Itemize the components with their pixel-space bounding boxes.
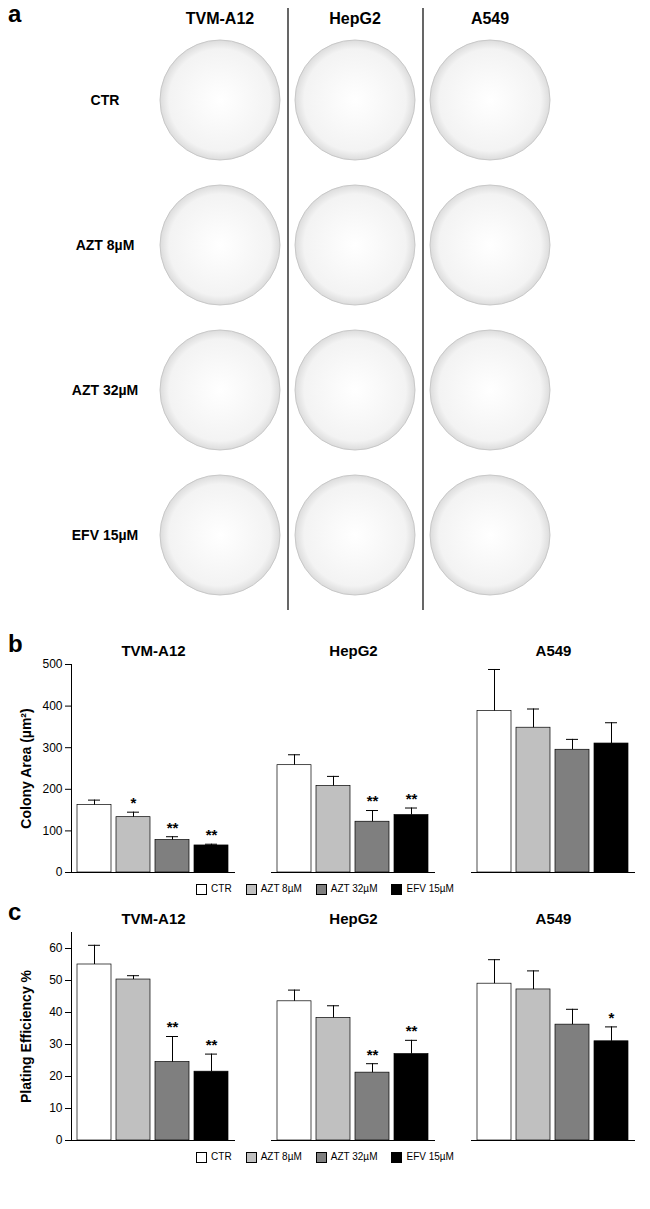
svg-text:HepG2: HepG2 [329,642,377,659]
html-text:c: c [8,898,22,925]
html-text:CTR: CTR [211,1151,232,1163]
svg-text:**: ** [367,1046,379,1063]
svg-text:**: ** [406,790,418,807]
svg-text:**: ** [167,819,179,836]
html-text:AZT 32µM: AZT 32µM [330,883,378,895]
svg-text:HepG2: HepG2 [329,910,377,927]
svg-text:TVM-A12: TVM-A12 [121,642,185,659]
svg-text:0: 0 [56,865,63,879]
svg-text:*: * [609,1009,615,1026]
html-text:CTR: CTR [211,883,232,895]
svg-text:50: 50 [49,973,63,987]
svg-text:*: * [131,794,137,811]
svg-text:**: ** [406,1022,418,1039]
svg-text:HepG2: HepG2 [329,10,381,27]
svg-text:a: a [8,0,22,27]
svg-text:A549: A549 [536,642,572,659]
svg-text:A549: A549 [471,10,509,27]
svg-text:0: 0 [56,1133,63,1147]
svg-text:EFV 15µM: EFV 15µM [72,527,138,543]
svg-text:Colony Area (µm²): Colony Area (µm²) [18,708,34,828]
svg-text:30: 30 [49,1037,63,1051]
html-text:EFV 15µM: EFV 15µM [406,1151,454,1163]
svg-text:60: 60 [49,941,63,955]
svg-text:**: ** [167,1018,179,1035]
html-text:AZT 32µM: AZT 32µM [330,1151,378,1163]
html-text:AZT 8µM: AZT 8µM [260,1151,302,1163]
svg-text:CTR: CTR [91,92,120,108]
svg-text:**: ** [206,826,218,843]
html-text:AZT 8µM: AZT 8µM [260,883,302,895]
svg-text:100: 100 [42,824,62,838]
svg-text:40: 40 [49,1005,63,1019]
svg-text:300: 300 [42,741,62,755]
svg-text:Plating Efficiency %: Plating Efficiency % [18,969,34,1103]
svg-text:20: 20 [49,1069,63,1083]
svg-text:TVM-A12: TVM-A12 [121,910,185,927]
svg-text:A549: A549 [536,910,572,927]
svg-text:AZT 8µM: AZT 8µM [76,237,135,253]
svg-text:500: 500 [42,657,62,671]
svg-text:10: 10 [49,1101,63,1115]
svg-text:AZT 32µM: AZT 32µM [72,382,138,398]
html-text:EFV 15µM: EFV 15µM [406,883,454,895]
svg-text:**: ** [206,1036,218,1053]
html-text:b: b [8,630,23,657]
svg-text:TVM-A12: TVM-A12 [186,10,255,27]
svg-text:400: 400 [42,699,62,713]
svg-text:200: 200 [42,782,62,796]
svg-text:**: ** [367,792,379,809]
